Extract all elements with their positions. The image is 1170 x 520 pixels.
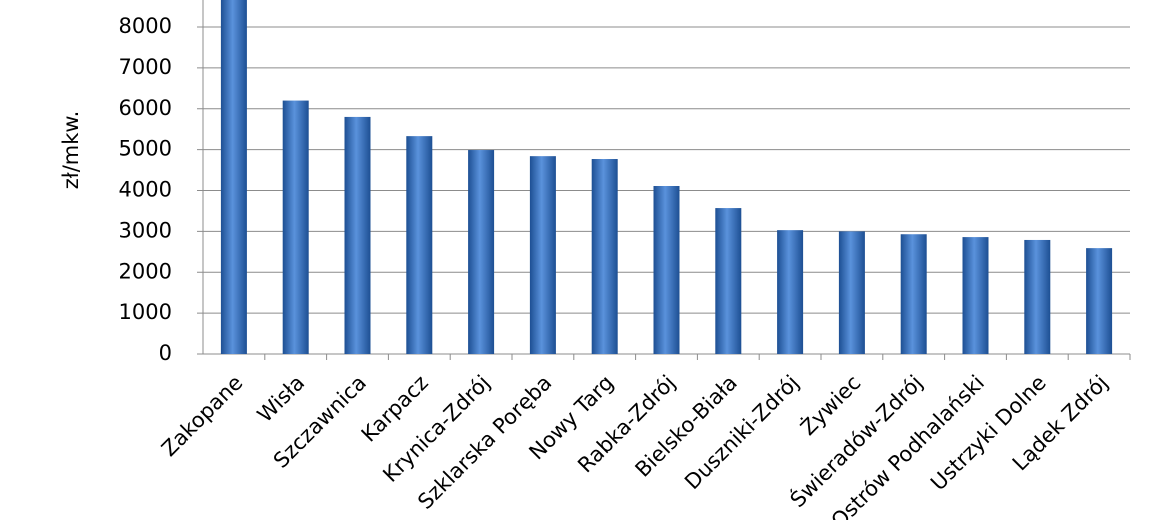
bar — [468, 150, 495, 354]
y-tick-label: 6000 — [119, 96, 172, 120]
y-tick-label: 1000 — [119, 300, 172, 324]
y-tick-label: 2000 — [119, 259, 172, 283]
bar — [838, 231, 865, 354]
bar — [220, 0, 247, 355]
y-tick-label: 7000 — [119, 55, 172, 79]
x-tick-label: Duszniki-Zdrój — [680, 371, 804, 495]
bar — [1024, 239, 1051, 354]
y-axis-label: zł/mkw. — [59, 111, 83, 190]
y-tick-label: 4000 — [119, 178, 172, 202]
x-tick-label: Wisła — [253, 371, 310, 428]
y-tick-label: 8000 — [119, 14, 172, 38]
y-tick-label: 0 — [159, 341, 172, 365]
bar — [282, 100, 309, 354]
bar — [344, 116, 371, 354]
bar — [529, 156, 556, 354]
y-tick-label: 5000 — [119, 137, 172, 161]
x-tick-label: Zakopane — [157, 371, 247, 461]
bar — [715, 208, 742, 354]
x-tick-label: Krynica-Zdrój — [378, 371, 494, 487]
bar — [653, 186, 680, 354]
bar — [900, 234, 927, 354]
bar — [591, 159, 618, 354]
y-tick-label: 3000 — [119, 218, 172, 242]
bar — [406, 136, 433, 354]
bar — [1086, 248, 1113, 354]
bar — [962, 237, 989, 354]
bar — [777, 230, 804, 354]
